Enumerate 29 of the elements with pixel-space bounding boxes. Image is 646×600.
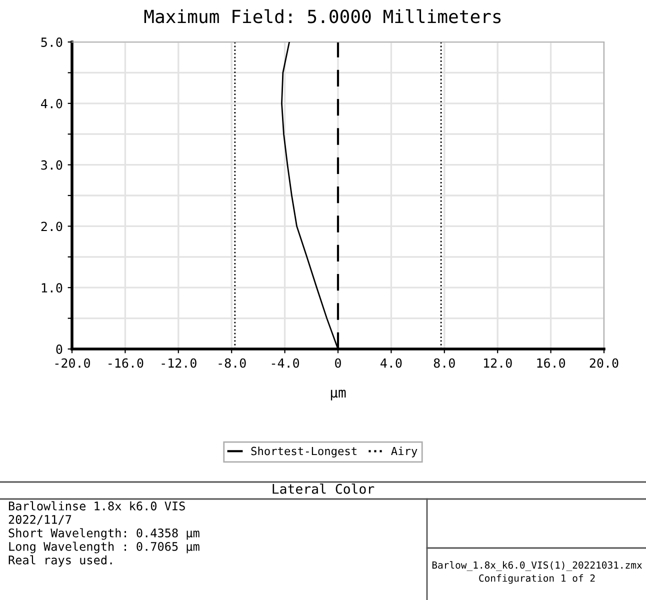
text: Barlowlinse 1.8x k6.0 VIS (8, 501, 185, 510)
legend-label: Airy (391, 446, 418, 458)
y-tick-label: 0 (56, 344, 62, 354)
x-tick-label: 20.0 (590, 358, 618, 368)
y-tick-label: 1.0 (42, 283, 62, 293)
x-tick-label: -20.0 (55, 358, 90, 368)
text: Short Wavelength: 0.4358 µm (8, 528, 200, 540)
text: 2022/11/7 (8, 515, 72, 525)
text: Long Wavelength : 0.7065 µm (9, 542, 200, 554)
text: Real rays used. (8, 555, 112, 567)
text: Lateral Color (272, 484, 374, 494)
x-tick-label: 12.0 (484, 358, 512, 368)
x-tick-label: -4.0 (272, 358, 300, 368)
x-tick-label: 16.0 (537, 358, 566, 368)
y-tick-label: 2.0 (41, 222, 62, 232)
text: Configuration 1 of 2 (479, 574, 595, 584)
x-tick-label: -12.0 (162, 358, 196, 368)
y-tick-label: 3.0 (41, 160, 62, 170)
y-tick-label: 5.0 (41, 38, 62, 47)
legend-label: Shortest-Longest (251, 446, 356, 458)
x-tick-label: -16.0 (108, 358, 144, 368)
text: Barlow_1.8x_k6.0_VIS(1)_20221031.zmx (432, 561, 642, 571)
x-tick-label: -8.0 (218, 358, 246, 368)
x-tick-label: 0 (335, 358, 341, 368)
x-tick-label: 8.0 (434, 358, 455, 368)
x-axis-title: µm (330, 390, 346, 400)
x-tick-label: 4.0 (380, 358, 402, 368)
chart-title: Maximum Field: 5.0000 Millimeters (144, 9, 501, 24)
y-tick-label: 4.0 (41, 98, 62, 108)
